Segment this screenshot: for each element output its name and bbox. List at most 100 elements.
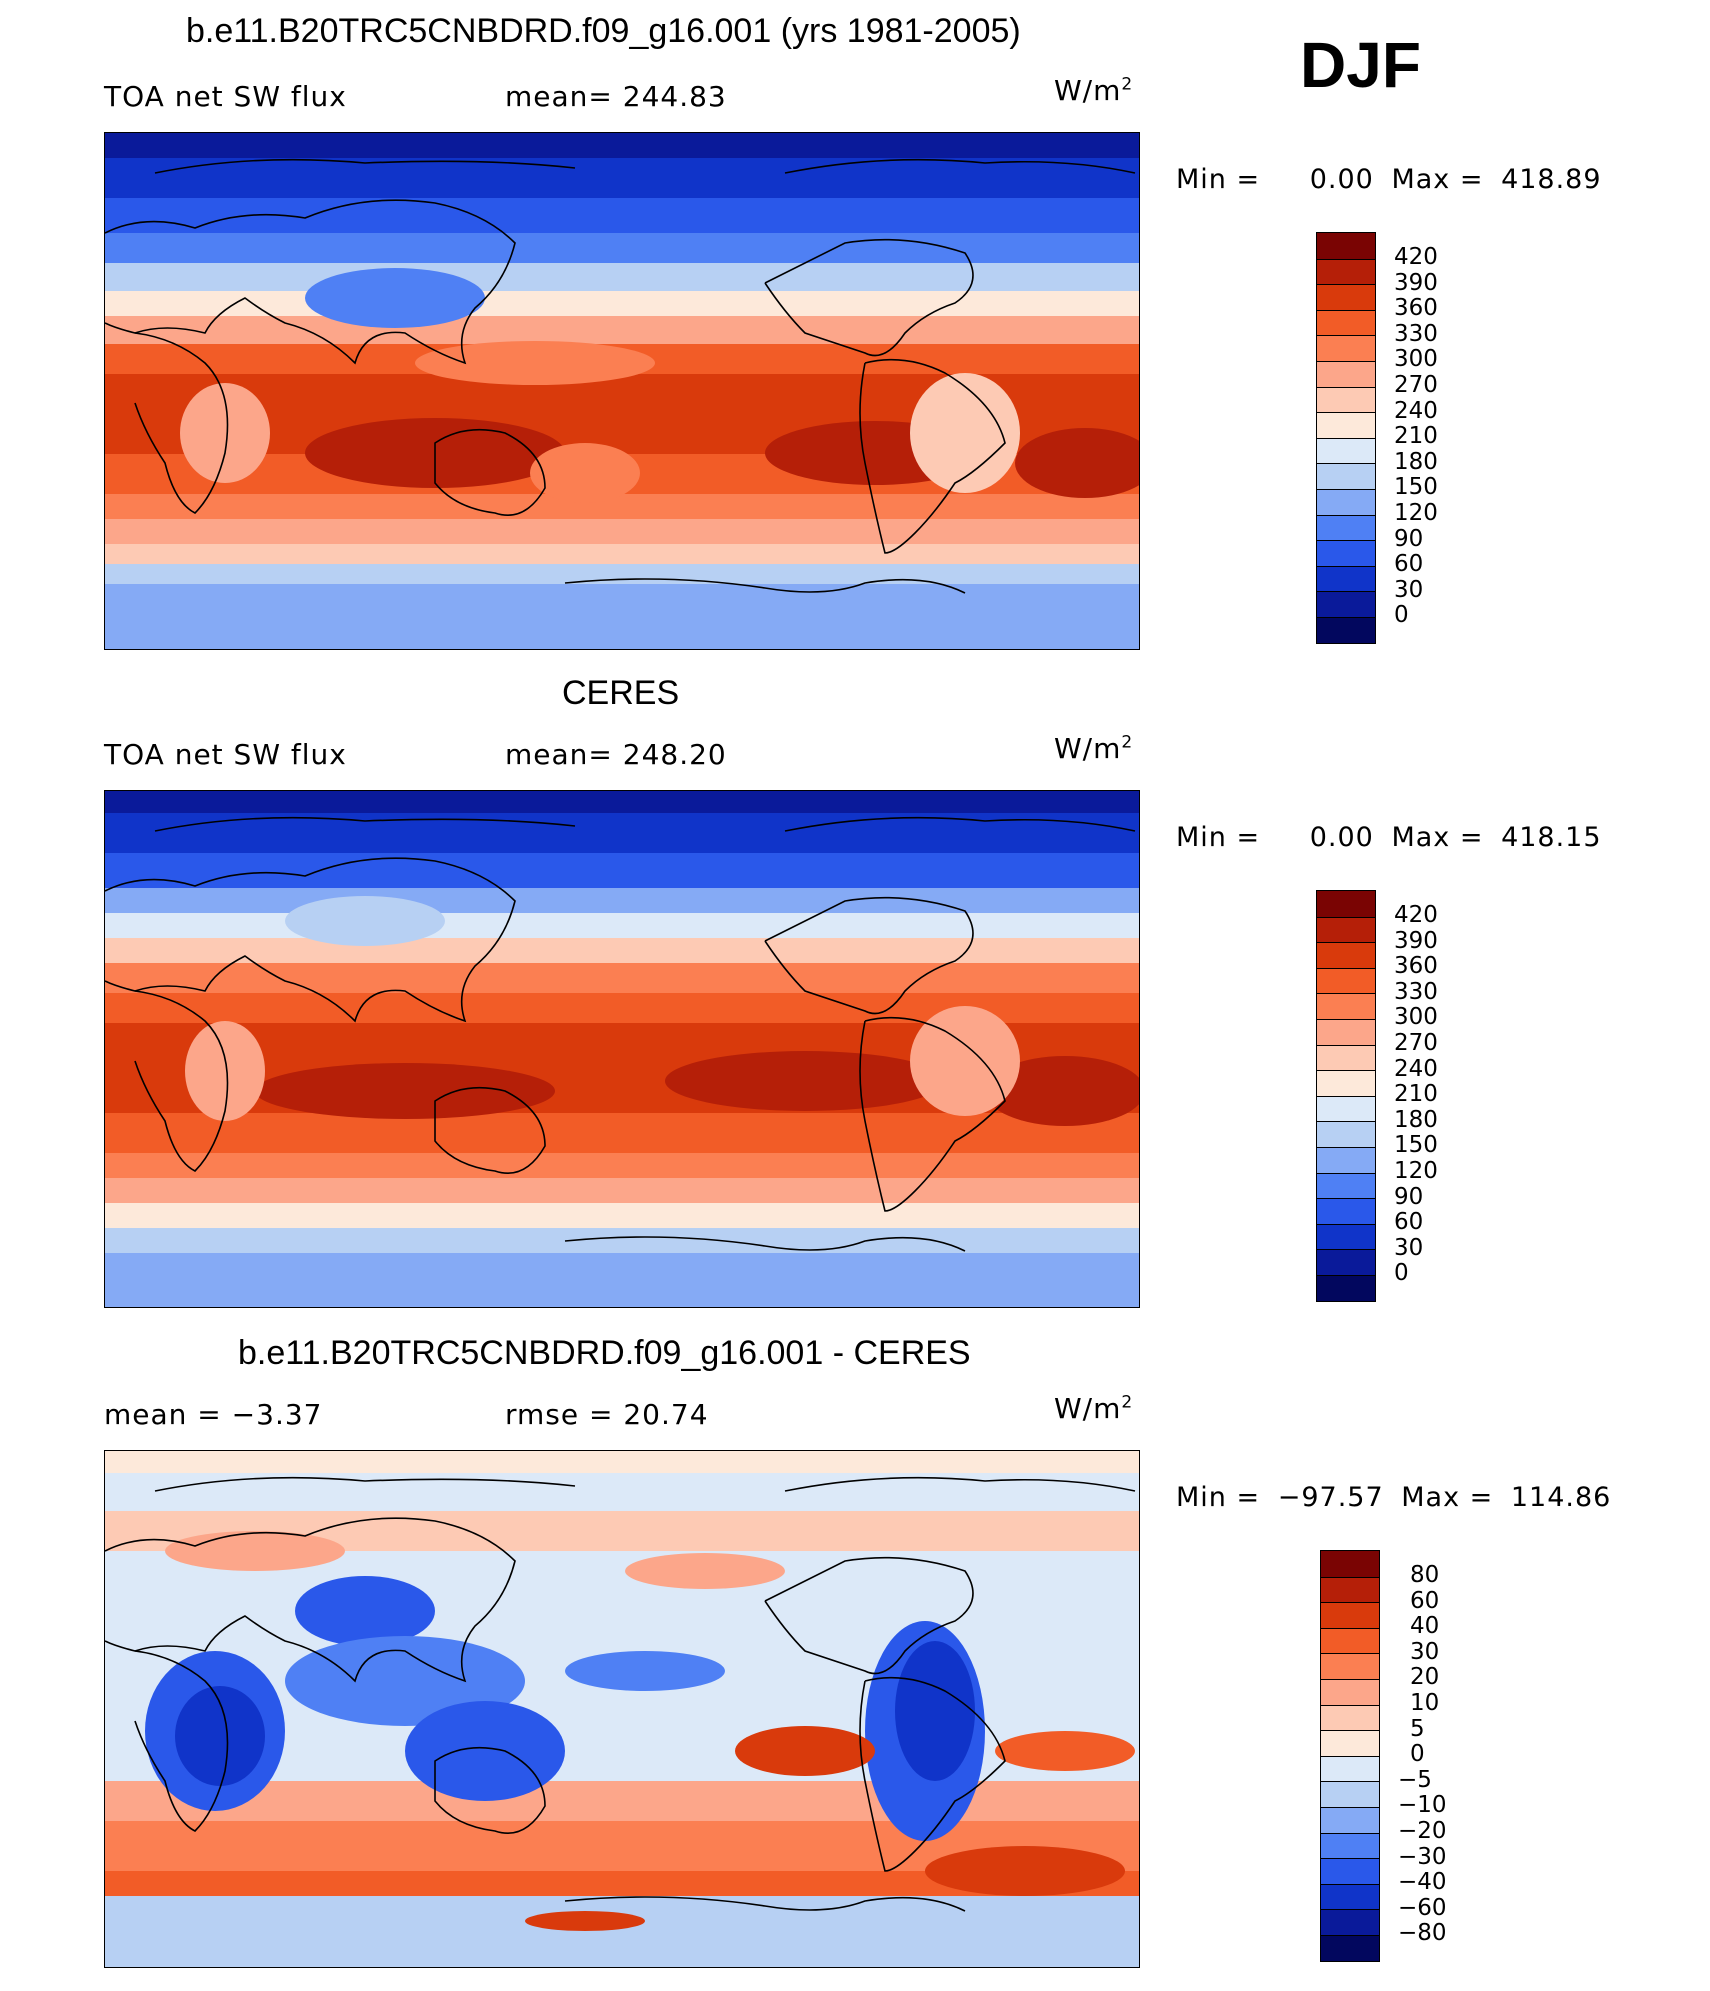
- colorbar-tick: 390: [1394, 927, 1438, 954]
- panel2-swatch: [1317, 891, 1375, 917]
- panel3-coastlines: [105, 1476, 1136, 1912]
- panel3-min-value: −97.57: [1277, 1482, 1384, 1513]
- panel2-map-svg: [105, 791, 1139, 1307]
- panel3-swatch: [1321, 1653, 1379, 1679]
- panel3-swatch: [1321, 1806, 1379, 1833]
- colorbar-tick: 60: [1394, 1209, 1424, 1236]
- colorbar-tick: 5: [1410, 1715, 1425, 1742]
- colorbar-tick: 300: [1394, 346, 1438, 373]
- colorbar-tick: −5: [1398, 1766, 1432, 1793]
- colorbar-tick: 210: [1394, 1081, 1438, 1108]
- panel3-map: [104, 1450, 1140, 1968]
- panel3-swatch: [1321, 1576, 1379, 1603]
- panel2-min-value: 0.00: [1309, 822, 1374, 853]
- panel3-swatch: [1321, 1602, 1379, 1628]
- panel3-max-label: Max =: [1401, 1482, 1494, 1513]
- panel1-field: [105, 133, 1139, 649]
- panel2-map: [104, 790, 1140, 1308]
- panel1-title: b.e11.B20TRC5CNBDRD.f09_g16.001 (yrs 198…: [186, 12, 1021, 50]
- panel3-swatch: [1321, 1909, 1379, 1935]
- panel1-swatch: [1317, 565, 1375, 592]
- panel3-swatch: [1321, 1627, 1379, 1654]
- panel1-min-label: Min =: [1176, 164, 1261, 195]
- colorbar-tick: 20: [1410, 1664, 1440, 1691]
- colorbar-tick: 180: [1394, 448, 1438, 475]
- panel2-max-label: Max =: [1391, 822, 1484, 853]
- panel1-swatch: [1317, 488, 1375, 515]
- panel2-swatch: [1317, 1146, 1375, 1173]
- panel1-map: [104, 132, 1140, 650]
- colorbar-tick: 180: [1394, 1106, 1438, 1133]
- colorbar-tick: 330: [1394, 320, 1438, 347]
- panel3-mean-label: mean = −3.37: [104, 1398, 323, 1431]
- panel3-units-label: W/m2: [1054, 1392, 1133, 1425]
- panel1-max-label: Max =: [1391, 164, 1484, 195]
- units-exponent: 2: [1121, 74, 1134, 95]
- colorbar-tick: 0: [1394, 1260, 1409, 1287]
- colorbar-tick: 90: [1394, 1183, 1424, 1210]
- panel1-colorbar: [1316, 232, 1376, 644]
- colorbar-tick: 120: [1394, 500, 1438, 526]
- colorbar-tick: 390: [1394, 269, 1438, 296]
- panel3-swatch: [1321, 1678, 1379, 1705]
- colorbar-tick: 40: [1410, 1613, 1440, 1640]
- colorbar-tick: −60: [1398, 1894, 1447, 1921]
- panel1-coastlines: [105, 158, 1136, 594]
- colorbar-tick: 360: [1394, 953, 1438, 980]
- panel3-swatch: [1321, 1832, 1379, 1859]
- units-text: W/m: [1054, 74, 1122, 107]
- panel1-swatch: [1317, 258, 1375, 285]
- panel1-swatch: [1317, 540, 1375, 566]
- colorbar-tick: 210: [1394, 423, 1438, 450]
- panel2-coastlines: [105, 816, 1136, 1252]
- panel2-title: CERES: [562, 674, 680, 712]
- panel1-swatch: [1317, 591, 1375, 617]
- colorbar-tick: 240: [1394, 1055, 1438, 1082]
- colorbar-tick: 150: [1394, 1132, 1438, 1159]
- units-exponent: 2: [1121, 1392, 1134, 1413]
- panel2-swatch: [1317, 993, 1375, 1019]
- panel1-swatch: [1317, 616, 1375, 643]
- panel3-swatch: [1321, 1858, 1379, 1884]
- units-text: W/m: [1054, 732, 1122, 765]
- panel2-colorbar: [1316, 890, 1376, 1302]
- panel2-units-label: W/m2: [1054, 732, 1133, 765]
- panel2-minmax: Min = 0.00 Max = 418.15: [1176, 822, 1602, 853]
- panel1-min-value: 0.00: [1309, 164, 1374, 195]
- season-label: DJF: [1300, 29, 1421, 101]
- colorbar-tick: 270: [1394, 1030, 1438, 1056]
- panel3-minmax: Min = −97.57 Max = 114.86: [1176, 1482, 1611, 1513]
- panel2-swatch: [1317, 1095, 1375, 1122]
- panel1-swatch: [1317, 360, 1375, 387]
- panel2-swatch: [1317, 942, 1375, 968]
- panel2-swatch: [1317, 1018, 1375, 1045]
- colorbar-tick: 120: [1394, 1158, 1438, 1184]
- colorbar-tick: 240: [1394, 397, 1438, 424]
- panel3-swatch: [1321, 1883, 1379, 1910]
- panel1-map-svg: [105, 133, 1139, 649]
- colorbar-tick: 420: [1394, 902, 1438, 928]
- panel2-min-label: Min =: [1176, 822, 1261, 853]
- panel2-swatch: [1317, 1274, 1375, 1301]
- panel1-max-value: 418.89: [1501, 164, 1602, 195]
- panel3-colorbar: [1320, 1550, 1380, 1962]
- colorbar-tick: 0: [1394, 602, 1409, 629]
- panel1-swatch: [1317, 335, 1375, 361]
- panel3-field: [105, 1451, 1139, 1967]
- panel1-variable-label: TOA net SW flux: [104, 80, 347, 113]
- panel1-swatch: [1317, 386, 1375, 413]
- panel2-swatch: [1317, 916, 1375, 943]
- colorbar-tick: 90: [1394, 525, 1424, 552]
- colorbar-tick: 30: [1394, 576, 1424, 603]
- colorbar-tick: 30: [1394, 1234, 1424, 1261]
- panel3-swatch: [1321, 1934, 1379, 1961]
- panel2-max-value: 418.15: [1501, 822, 1602, 853]
- colorbar-tick: 300: [1394, 1004, 1438, 1031]
- panel1-minmax: Min = 0.00 Max = 418.89: [1176, 164, 1602, 195]
- colorbar-tick: 330: [1394, 978, 1438, 1005]
- panel2-swatch: [1317, 1070, 1375, 1096]
- colorbar-tick: −30: [1398, 1843, 1447, 1870]
- panel2-mean-label: mean= 248.20: [505, 738, 727, 771]
- colorbar-tick: 150: [1394, 474, 1438, 501]
- panel2-swatch: [1317, 1198, 1375, 1224]
